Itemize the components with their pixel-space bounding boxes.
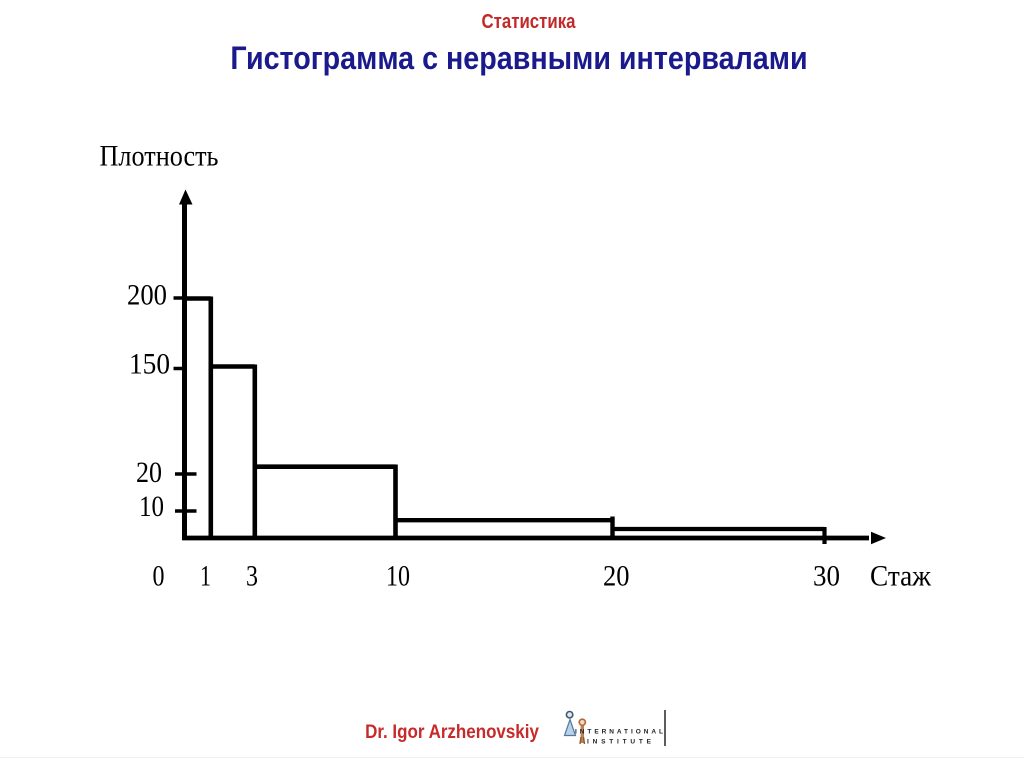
svg-text:20: 20 (136, 456, 162, 489)
svg-text:Стаж: Стаж (870, 560, 931, 593)
svg-text:150: 150 (129, 348, 170, 381)
svg-text:1: 1 (200, 560, 211, 593)
svg-text:3: 3 (246, 560, 258, 593)
svg-text:10: 10 (386, 560, 410, 593)
svg-text:0: 0 (153, 560, 165, 593)
svg-text:30: 30 (813, 560, 840, 593)
svg-text:INTERNATIONAL: INTERNATIONAL (575, 729, 663, 736)
svg-text:10: 10 (139, 490, 164, 523)
svg-text:INSTITUTE: INSTITUTE (587, 739, 652, 746)
svg-text:Плотность: Плотность (100, 140, 219, 173)
svg-text:20: 20 (603, 560, 630, 593)
svg-text:200: 200 (127, 279, 167, 312)
